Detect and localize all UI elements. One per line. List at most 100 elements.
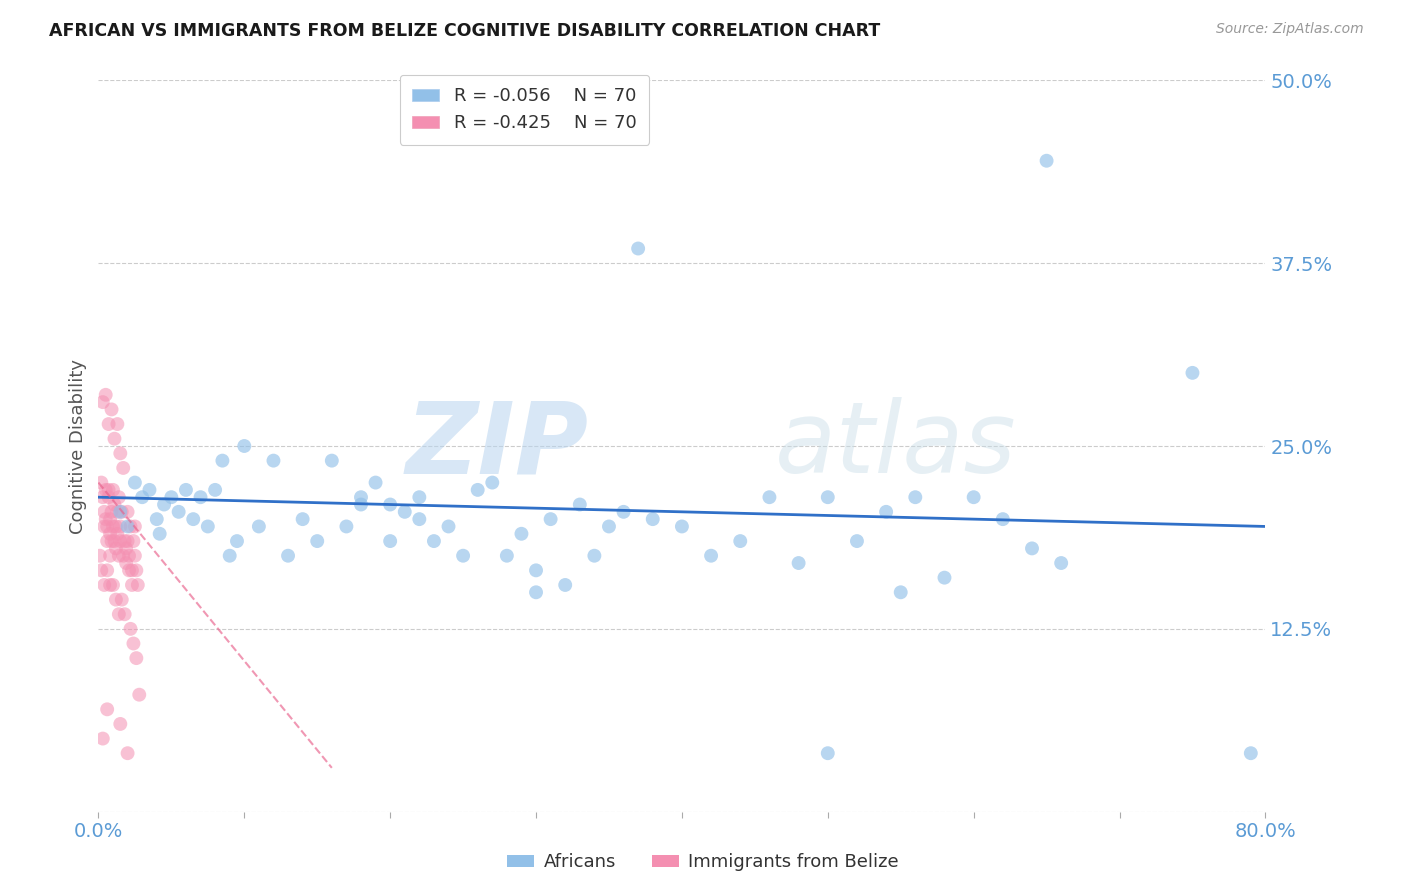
Point — [671, 519, 693, 533]
Point — [104, 541, 127, 556]
Point — [104, 592, 127, 607]
Point — [108, 549, 131, 563]
Point — [98, 512, 121, 526]
Point — [934, 571, 956, 585]
Point — [120, 622, 142, 636]
Point — [94, 483, 117, 497]
Point — [125, 563, 148, 577]
Point — [114, 607, 136, 622]
Point — [451, 549, 474, 563]
Point — [335, 519, 357, 533]
Point — [121, 578, 143, 592]
Point — [197, 519, 219, 533]
Point — [97, 483, 120, 497]
Point — [124, 549, 146, 563]
Point — [160, 490, 183, 504]
Point — [700, 549, 723, 563]
Point — [112, 461, 135, 475]
Point — [817, 490, 839, 504]
Point — [181, 512, 204, 526]
Legend: Africans, Immigrants from Belize: Africans, Immigrants from Belize — [501, 847, 905, 879]
Point — [481, 475, 503, 490]
Point — [1050, 556, 1073, 570]
Point — [437, 519, 460, 533]
Point — [1181, 366, 1204, 380]
Point — [467, 483, 489, 497]
Point — [117, 505, 139, 519]
Point — [730, 534, 752, 549]
Point — [91, 731, 114, 746]
Point — [93, 578, 115, 592]
Point — [962, 490, 984, 504]
Point — [90, 563, 112, 577]
Point — [128, 688, 150, 702]
Point — [758, 490, 780, 504]
Point — [394, 505, 416, 519]
Text: ZIP: ZIP — [405, 398, 589, 494]
Point — [787, 556, 810, 570]
Point — [540, 512, 562, 526]
Point — [122, 636, 145, 650]
Point — [100, 534, 122, 549]
Point — [108, 607, 131, 622]
Point — [94, 512, 117, 526]
Point — [118, 563, 141, 577]
Point — [120, 519, 142, 533]
Point — [1035, 153, 1057, 168]
Point — [93, 505, 115, 519]
Point — [90, 475, 112, 490]
Point — [96, 563, 118, 577]
Point — [423, 534, 446, 549]
Point — [1021, 541, 1043, 556]
Point — [380, 498, 402, 512]
Point — [247, 519, 270, 533]
Point — [105, 417, 128, 431]
Point — [110, 446, 132, 460]
Point — [103, 432, 125, 446]
Point — [380, 534, 402, 549]
Point — [110, 534, 132, 549]
Point — [98, 526, 121, 541]
Point — [146, 512, 169, 526]
Point — [583, 549, 606, 563]
Point — [103, 498, 125, 512]
Point — [98, 549, 121, 563]
Point — [98, 578, 121, 592]
Point — [121, 563, 143, 577]
Text: atlas: atlas — [775, 398, 1017, 494]
Point — [127, 578, 149, 592]
Point — [124, 519, 146, 533]
Point — [131, 490, 153, 504]
Point — [101, 519, 124, 533]
Point — [110, 505, 132, 519]
Point — [96, 519, 118, 533]
Point — [174, 483, 197, 497]
Point — [226, 534, 249, 549]
Point — [105, 526, 128, 541]
Point — [111, 505, 134, 519]
Point — [190, 490, 212, 504]
Point — [364, 475, 387, 490]
Point — [100, 402, 122, 417]
Point — [307, 534, 329, 549]
Point — [103, 534, 125, 549]
Point — [350, 490, 373, 504]
Point — [117, 519, 139, 533]
Point — [991, 512, 1014, 526]
Point — [218, 549, 240, 563]
Point — [890, 585, 912, 599]
Point — [115, 556, 138, 570]
Point — [321, 453, 343, 467]
Point — [138, 483, 160, 497]
Point — [1240, 746, 1263, 760]
Point — [204, 483, 226, 497]
Point — [117, 746, 139, 760]
Point — [554, 578, 576, 592]
Y-axis label: Cognitive Disability: Cognitive Disability — [69, 359, 87, 533]
Point — [524, 563, 547, 577]
Point — [524, 585, 547, 599]
Point — [97, 417, 120, 431]
Point — [167, 505, 190, 519]
Point — [110, 717, 132, 731]
Point — [350, 498, 373, 512]
